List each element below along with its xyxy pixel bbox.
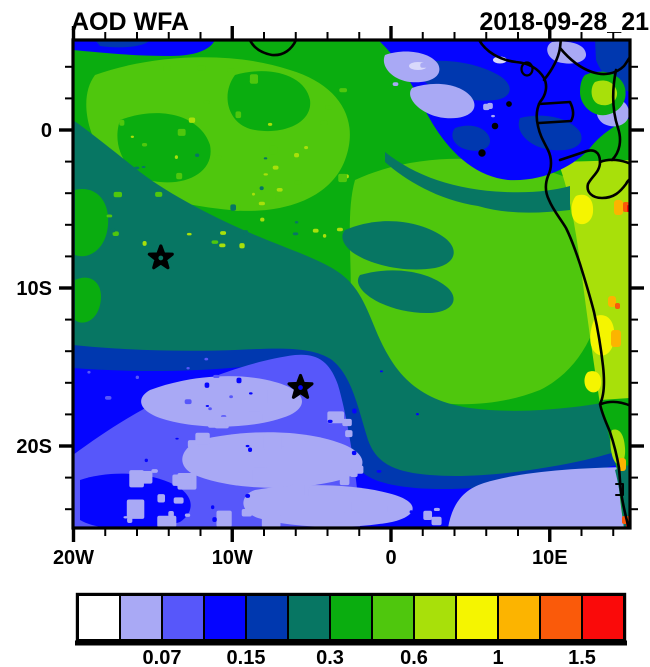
colorbar-tick-label: 1.5 [568, 647, 596, 667]
star-marker-2 [287, 373, 314, 399]
colorbar [75, 592, 627, 646]
map-frame [71, 38, 632, 530]
colorbar-tick-label: 0.15 [227, 647, 266, 667]
border-gabon-congo [558, 149, 630, 200]
island-sao-tome [478, 149, 486, 157]
island-bioko [520, 61, 534, 77]
island-dot [506, 101, 512, 107]
lon-tick-label: 10E [532, 547, 568, 569]
lon-tick-label: 0 [385, 547, 396, 569]
colorbar-cell [455, 594, 499, 641]
coastline-west-africa [477, 40, 630, 528]
coastlines-and-borders [248, 40, 630, 528]
colorbar-cell [539, 594, 583, 641]
island-principe [491, 122, 499, 130]
lat-axis-labels: 0 10S 20S [16, 120, 52, 458]
coastline-spit [615, 483, 624, 496]
lon-axis-ticks [71, 26, 615, 542]
colorbar-tick-label: 0.3 [316, 647, 344, 667]
colorbar-cell [77, 594, 121, 641]
border-cameroon-east [558, 46, 630, 76]
colorbar-cell [371, 594, 415, 641]
plot-title: AOD WFA [71, 8, 189, 36]
colorbar-cell [161, 594, 205, 641]
lon-tick-label: 10W [212, 547, 253, 569]
colorbar-cell [329, 594, 373, 641]
colorbar-cell [581, 594, 625, 641]
colorbar-cell [287, 594, 331, 641]
colorbar-cell [119, 594, 163, 641]
colorbar-tick-label: 1 [492, 647, 503, 667]
colorbar-tick-label: 0.07 [143, 647, 182, 667]
star-marker-1 [147, 244, 174, 270]
lon-axis-labels: 20W 10W 0 10E [53, 547, 568, 569]
border-equatorial-guinea [537, 100, 575, 125]
lat-tick-label: 20S [16, 436, 52, 458]
map-field [73, 40, 630, 528]
colorbar-cell [203, 594, 247, 641]
coastline-gulf-of-guinea [248, 40, 298, 57]
timestamp-label: 2018-09-28_21 [479, 8, 649, 36]
lat-tick-label: 0 [41, 120, 52, 142]
colorbar-cell [245, 594, 289, 641]
border-cameroon-south [610, 68, 622, 162]
colorbar-cell [413, 594, 457, 641]
colorbar-tick-label: 0.6 [400, 647, 428, 667]
speckle-texture [87, 55, 495, 528]
lat-axis-ticks [59, 65, 644, 511]
colorbar-cell [497, 594, 541, 641]
lon-tick-label: 20W [53, 547, 94, 569]
lat-tick-label: 10S [16, 278, 52, 300]
colorbar-labels: 0.07 0.15 0.3 0.6 1 1.5 [143, 647, 596, 667]
